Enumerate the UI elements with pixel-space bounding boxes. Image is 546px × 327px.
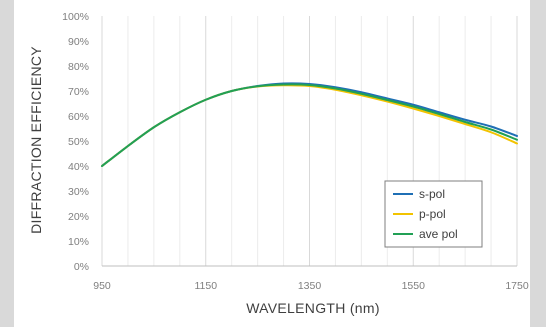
y-tick-label: 0% (74, 261, 89, 273)
y-tick-label: 20% (68, 211, 89, 223)
x-tick-labels: 950 1150 1350 1550 1750 (93, 280, 529, 292)
chart-svg: 0% 10% 20% 30% 40% 50% 60% 70% 80% 90% 100% 950 115… (28, 11, 529, 316)
x-axis-title: WAVELENGTH (nm) (246, 300, 380, 316)
y-tick-labels: 0% 10% 20% 30% 40% 50% 60% 70% 80% 90% 100% (62, 11, 89, 273)
x-tick-label: 950 (93, 280, 111, 292)
y-tick-label: 40% (68, 161, 89, 173)
series-line-ave-pol (101, 83, 518, 167)
legend-label-ave-pol: ave pol (419, 227, 458, 241)
y-tick-label: 100% (62, 11, 89, 23)
legend-label-s-pol: s-pol (419, 187, 445, 201)
y-tick-label: 80% (68, 61, 89, 73)
x-tick-label: 1350 (298, 280, 322, 292)
series-lines (101, 82, 518, 167)
legend: s-pol p-pol ave pol (384, 180, 483, 248)
y-tick-label: 90% (68, 36, 89, 48)
y-tick-label: 70% (68, 86, 89, 98)
x-tick-label: 1750 (505, 280, 529, 292)
y-tick-label: 10% (68, 236, 89, 248)
y-axis-title: DIFFRACTION EFFICIENCY (28, 46, 44, 234)
y-tick-label: 30% (68, 186, 89, 198)
y-tick-label: 50% (68, 136, 89, 148)
y-tick-label: 60% (68, 111, 89, 123)
legend-label-p-pol: p-pol (419, 207, 446, 221)
chart-frame: 0% 10% 20% 30% 40% 50% 60% 70% 80% 90% 100% 950 115… (14, 0, 530, 327)
x-tick-label: 1550 (402, 280, 426, 292)
x-tick-label: 1150 (194, 280, 217, 292)
